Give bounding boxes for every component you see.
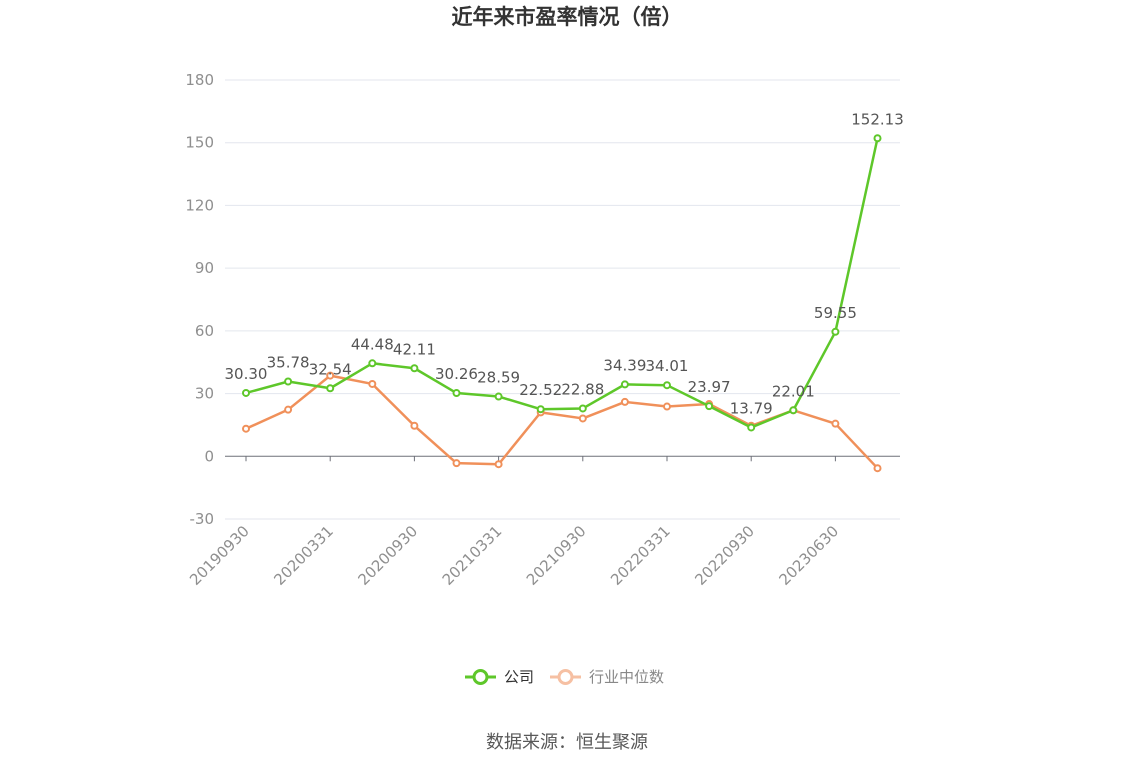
data-point <box>663 402 671 411</box>
x-tick-label: 20190930 <box>186 522 253 589</box>
legend[interactable]: 公司 行业中位数 <box>465 668 664 686</box>
data-point <box>705 402 714 411</box>
data-point <box>873 134 882 143</box>
data-point <box>452 459 461 468</box>
data-point <box>326 384 335 393</box>
legend-item-0[interactable]: 公司 <box>465 668 534 686</box>
data-point <box>368 359 377 368</box>
data-label: 22.52 <box>519 381 562 399</box>
x-axis: 20190930 20200331 20200930 20210331 20210930… <box>186 455 900 589</box>
data-point <box>620 380 629 389</box>
data-label: 30.26 <box>435 365 478 383</box>
legend-marker <box>557 669 574 685</box>
x-tick-label: 20200331 <box>270 522 337 589</box>
data-label: 152.13 <box>851 110 904 128</box>
y-tick-label: 90 <box>195 259 214 277</box>
series-group <box>242 134 882 473</box>
data-label: 22.88 <box>561 380 604 398</box>
y-tick-label: 180 <box>185 71 214 89</box>
legend-label: 公司 <box>504 668 534 686</box>
data-label: 23.97 <box>688 378 731 396</box>
data-point <box>410 421 419 430</box>
y-tick-label: 30 <box>195 385 214 403</box>
data-point <box>873 464 882 473</box>
x-tick-label: 20220930 <box>691 522 758 589</box>
data-label: 13.79 <box>730 399 773 417</box>
y-tick-label: 150 <box>185 134 214 152</box>
data-point <box>284 405 293 414</box>
data-label: 34.01 <box>646 357 689 375</box>
data-point <box>789 406 798 415</box>
data-label: 30.30 <box>225 365 268 383</box>
data-point <box>578 404 587 413</box>
y-axis: -30 0 30 60 90 120 150 180 <box>185 71 214 528</box>
source-note: 数据来源：恒生聚源 <box>486 732 648 753</box>
data-point <box>410 364 419 373</box>
data-point <box>494 392 503 401</box>
data-label: 32.54 <box>309 360 352 378</box>
x-tick-label: 20200930 <box>355 522 422 589</box>
data-point <box>663 381 671 390</box>
x-tick-label: 20210930 <box>523 522 590 589</box>
chart-title: 近年来市盈率情况（倍） <box>452 5 683 29</box>
data-point <box>831 419 840 428</box>
series-line-0 <box>245 137 879 429</box>
data-point <box>536 405 545 414</box>
x-tick-label: 20230630 <box>776 522 843 589</box>
data-point <box>242 388 250 397</box>
data-label: 42.11 <box>393 340 436 358</box>
data-point <box>494 460 503 469</box>
x-tick-label: 20220331 <box>607 522 674 589</box>
data-point <box>242 424 250 433</box>
data-point <box>747 423 756 432</box>
y-tick-label: -30 <box>190 510 215 528</box>
data-label: 35.78 <box>267 353 310 371</box>
data-label: 28.59 <box>477 369 520 387</box>
y-tick-label: 60 <box>195 322 214 340</box>
data-point <box>452 389 461 398</box>
data-label: 59.55 <box>814 304 857 322</box>
y-tick-label: 0 <box>204 447 214 465</box>
data-point <box>326 371 335 380</box>
data-point <box>578 414 587 423</box>
data-point <box>831 327 840 336</box>
legend-label: 行业中位数 <box>589 668 664 686</box>
x-tick-label: 20210331 <box>439 522 506 589</box>
data-label: 22.01 <box>772 382 815 400</box>
y-tick-label: 120 <box>185 196 214 214</box>
data-label: 44.48 <box>351 335 394 353</box>
legend-marker <box>472 669 489 685</box>
grid-lines <box>225 79 900 520</box>
data-point <box>620 397 629 406</box>
data-label: 34.39 <box>603 356 646 374</box>
legend-item-1[interactable]: 行业中位数 <box>550 668 664 686</box>
data-point <box>368 379 377 388</box>
data-point <box>284 377 293 386</box>
